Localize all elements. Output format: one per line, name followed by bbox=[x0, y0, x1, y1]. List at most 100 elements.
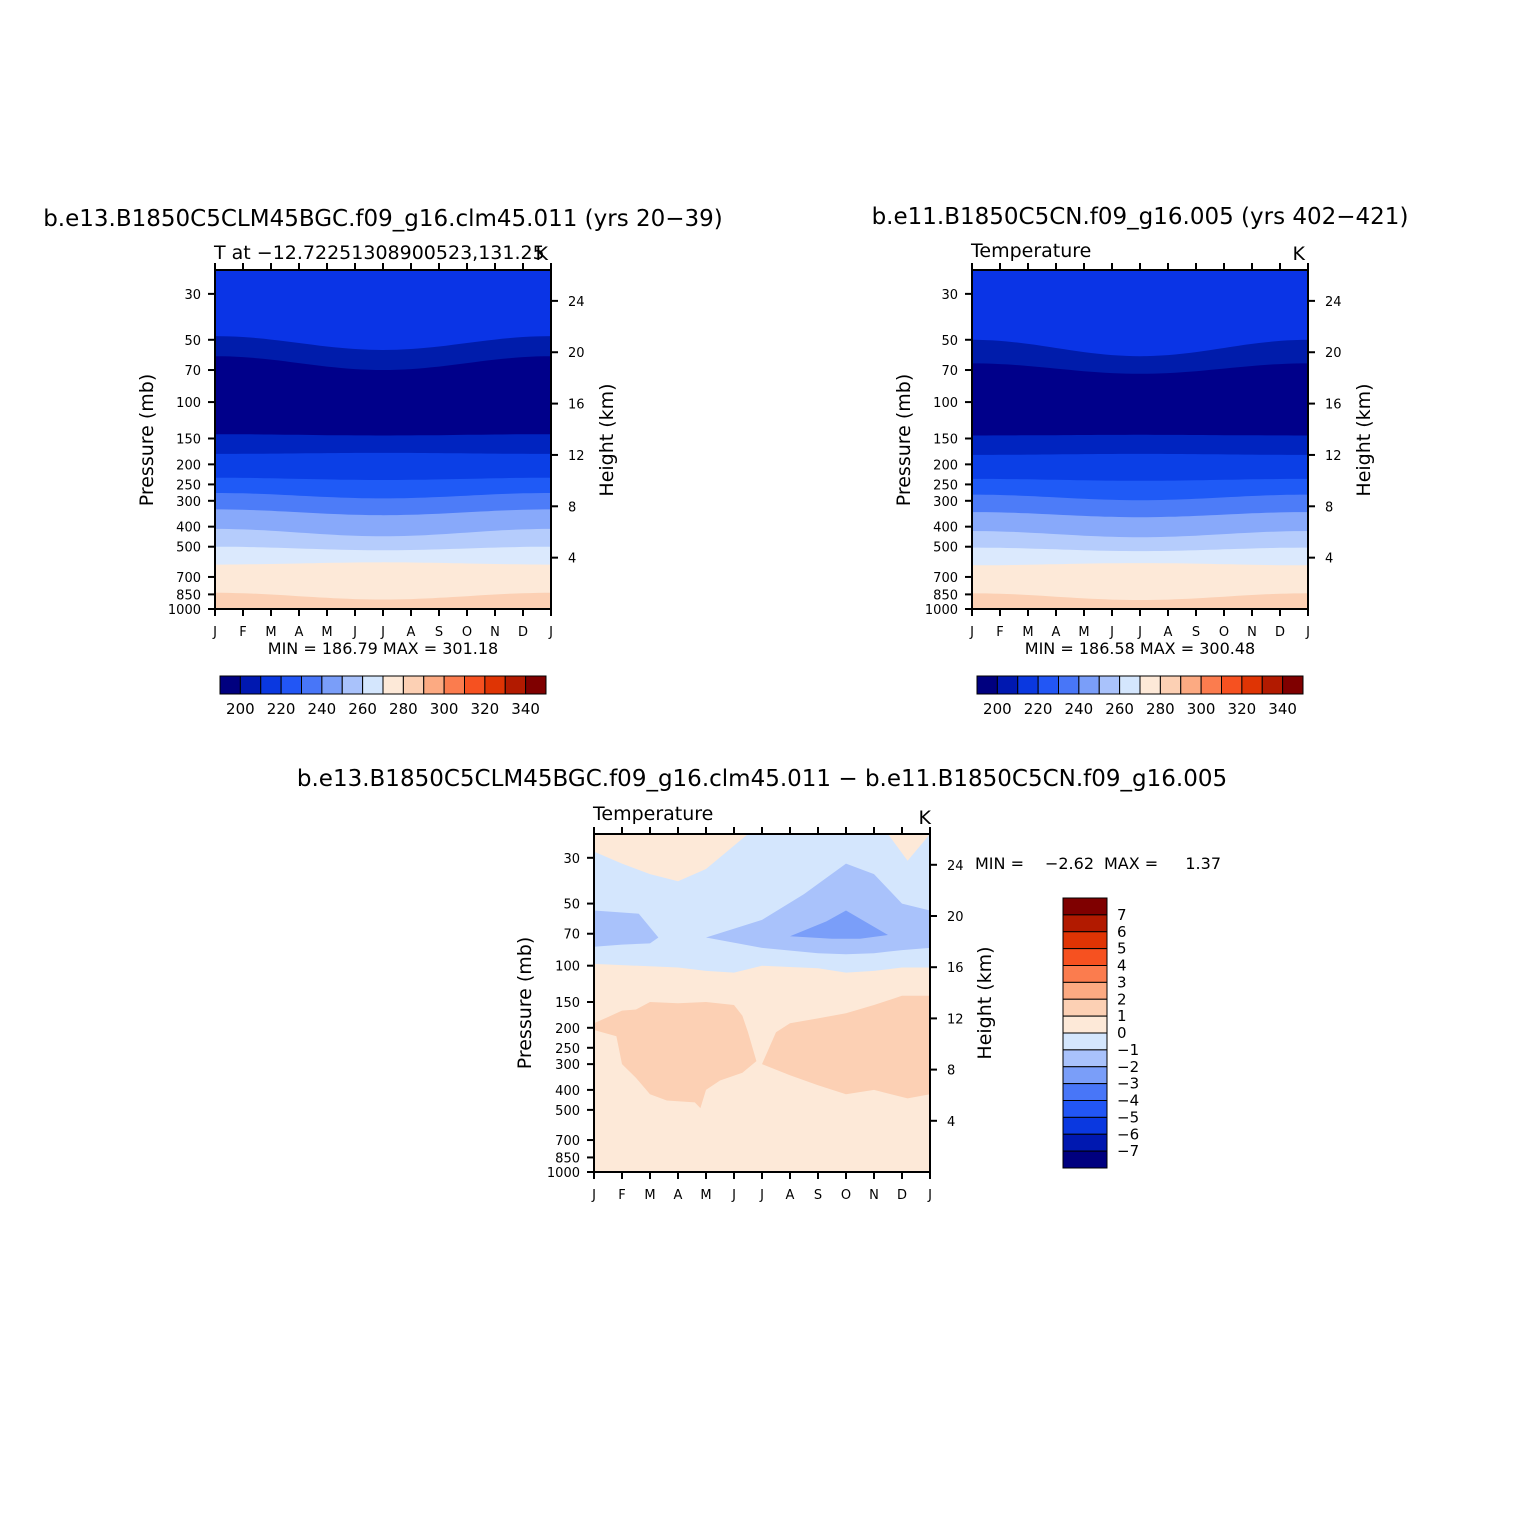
panel-a-ytick-label: 150 bbox=[176, 433, 201, 448]
panel-diff-colorbar-label: −7 bbox=[1117, 1142, 1139, 1160]
panel-a-y2tick-label: 20 bbox=[568, 346, 585, 361]
panel-diff-xtick-label: O bbox=[841, 1188, 851, 1203]
panel-diff-colorbar-label: 6 bbox=[1117, 923, 1127, 941]
panel-b-y2tick-label: 20 bbox=[1325, 346, 1342, 361]
panel-diff-colorbar-label: 7 bbox=[1117, 906, 1127, 924]
panel-a-band bbox=[215, 592, 551, 609]
panel-a-y2tick-label: 12 bbox=[568, 449, 585, 464]
panel-a-ytick-label: 700 bbox=[176, 571, 201, 586]
panel-diff-colorbar-box bbox=[1062, 1015, 1108, 1034]
panel-b-y2tick-label: 4 bbox=[1325, 552, 1333, 567]
panel-b-colorbar-box bbox=[1078, 675, 1100, 695]
panel-a-xtick-label: N bbox=[490, 625, 500, 640]
panel-b-title: b.e11.B1850C5CN.f09_g16.005 (yrs 402−421… bbox=[872, 204, 1409, 230]
panel-b-ytick-label: 1000 bbox=[925, 603, 958, 618]
panel-b-colorbar-label: 200 bbox=[983, 700, 1012, 718]
panel-a-xtick-label: F bbox=[239, 625, 246, 640]
panel-b-colorbar-label: 220 bbox=[1024, 700, 1053, 718]
panel-a-xtick-label: J bbox=[212, 625, 217, 640]
panel-a-xtick-label: M bbox=[265, 625, 276, 640]
panel-diff-colorbar-label: −3 bbox=[1117, 1075, 1139, 1093]
panel-diff-ytick-label: 400 bbox=[555, 1084, 580, 1099]
panel-diff-colorbar-box bbox=[1062, 1116, 1108, 1135]
panel-b-colorbar-box bbox=[1017, 675, 1039, 695]
panel-a-colorbar-label: 220 bbox=[267, 700, 296, 718]
diff-band-m2-m1 bbox=[594, 910, 659, 947]
panel-a-ytick-label: 1000 bbox=[168, 603, 201, 618]
panel-diff-ytick-label: 30 bbox=[563, 852, 580, 867]
panel-diff-colorbar-box bbox=[1062, 1066, 1108, 1085]
panel-a-ytick-label: 70 bbox=[184, 364, 201, 379]
panel-a-ytick-label: 850 bbox=[176, 588, 201, 603]
panel-b-xtick-label: A bbox=[1164, 625, 1173, 640]
panel-b-xtick-label: S bbox=[1192, 625, 1200, 640]
panel-b-colorbar-box bbox=[1282, 675, 1304, 695]
panel-b-colorbar-box bbox=[1098, 675, 1121, 695]
panel-diff-colorbar-box bbox=[1062, 1032, 1108, 1051]
panel-a-colorbar-box bbox=[341, 675, 364, 695]
panel-a-colorbar-box bbox=[484, 675, 506, 695]
panel-b-ytick-label: 70 bbox=[941, 364, 958, 379]
panel-b-ytick-label: 250 bbox=[933, 478, 958, 493]
panel-a-y2tick-label: 24 bbox=[568, 295, 585, 310]
panel-diff-colorbar-label: −1 bbox=[1117, 1041, 1139, 1059]
panel-a-colorbar-label: 240 bbox=[308, 700, 337, 718]
panel-b-y2tick-label: 24 bbox=[1325, 295, 1342, 310]
panel-diff-ytick-label: 70 bbox=[563, 928, 580, 943]
panel-b-xtick-label: J bbox=[1137, 625, 1142, 640]
panel-a-xtick-label: S bbox=[435, 625, 443, 640]
panel-b-colorbar-label: 280 bbox=[1146, 700, 1175, 718]
diff-band-1-2 bbox=[762, 995, 930, 1099]
panel-diff-colorbar-box bbox=[1062, 1100, 1108, 1118]
panel-b-colorbar-label: 300 bbox=[1187, 700, 1216, 718]
panel-diff-xtick-label: N bbox=[869, 1188, 879, 1203]
panel-b-xtick-label: J bbox=[1305, 625, 1310, 640]
panel-b-xtick-label: N bbox=[1247, 625, 1257, 640]
panel-diff-ylabel: Pressure (mb) bbox=[514, 937, 536, 1070]
panel-diff-colorbar-label: 1 bbox=[1117, 1007, 1127, 1025]
panel-diff-y2tick-label: 20 bbox=[947, 910, 964, 925]
panel-b-colorbar-label: 260 bbox=[1105, 700, 1134, 718]
panel-diff-min-value: −2.62 bbox=[1045, 854, 1094, 873]
panel-b-xtick-label: J bbox=[969, 625, 974, 640]
panel-diff-ytick-label: 850 bbox=[555, 1151, 580, 1166]
panel-a-colorbar-box bbox=[321, 675, 343, 695]
panel-diff-colorbar-label: −4 bbox=[1117, 1092, 1139, 1110]
panel-a-xtick-label: A bbox=[295, 625, 304, 640]
panel-a-ytick-label: 100 bbox=[176, 396, 201, 411]
panel-a-ytick-label: 300 bbox=[176, 495, 201, 510]
panel-b-y2tick-label: 16 bbox=[1325, 398, 1342, 413]
panel-difference: b.e13.B1850C5CLM45BGC.f09_g16.clm45.011 … bbox=[297, 766, 1227, 1203]
panel-b-ytick-label: 50 bbox=[941, 334, 958, 349]
panel-b-colorbar-box bbox=[996, 675, 1019, 695]
panel-a-y2label: Height (km) bbox=[596, 383, 618, 496]
panel-diff-max-value: 1.37 bbox=[1185, 854, 1221, 873]
panel-diff-colorbar-box bbox=[1062, 981, 1108, 1000]
panel-a-colorbar-box bbox=[239, 675, 262, 695]
panel-diff-xtick-label: J bbox=[927, 1188, 932, 1203]
panel-a-title: b.e13.B1850C5CLM45BGC.f09_g16.clm45.011 … bbox=[43, 206, 723, 232]
panel-diff-colorbar-label: 0 bbox=[1117, 1024, 1127, 1042]
panel-a-ytick-label: 50 bbox=[184, 334, 201, 349]
panel-b-units: K bbox=[1293, 243, 1306, 265]
panel-a-colorbar-label: 340 bbox=[511, 700, 540, 718]
panel-diff-colorbar-box bbox=[1062, 1150, 1108, 1169]
panel-b-colorbar-box bbox=[1261, 675, 1284, 695]
panel-b-colorbar-box bbox=[976, 675, 998, 695]
panel-diff-xtick-label: A bbox=[674, 1188, 683, 1203]
panel-diff-min-label: MIN = bbox=[975, 854, 1024, 873]
panel-a-colorbar-box bbox=[260, 675, 282, 695]
panel-diff-ytick-label: 250 bbox=[555, 1042, 580, 1057]
panel-diff-ytick-label: 700 bbox=[555, 1134, 580, 1149]
panel-a-colorbar-box bbox=[301, 675, 323, 695]
panel-b-colorbar-box bbox=[1119, 675, 1141, 695]
panel-a-ytick-label: 400 bbox=[176, 521, 201, 536]
panel-b-colorbar-box bbox=[1180, 675, 1202, 695]
panel-diff-colorbar-label: 4 bbox=[1117, 957, 1127, 975]
panel-diff-colorbar-label: 5 bbox=[1117, 940, 1127, 958]
panel-a-colorbar-box bbox=[362, 675, 384, 695]
panel-diff-colorbar-box bbox=[1062, 965, 1108, 983]
panel-a-xtick-label: J bbox=[548, 625, 553, 640]
panel-diff-y2tick-label: 8 bbox=[947, 1064, 955, 1079]
